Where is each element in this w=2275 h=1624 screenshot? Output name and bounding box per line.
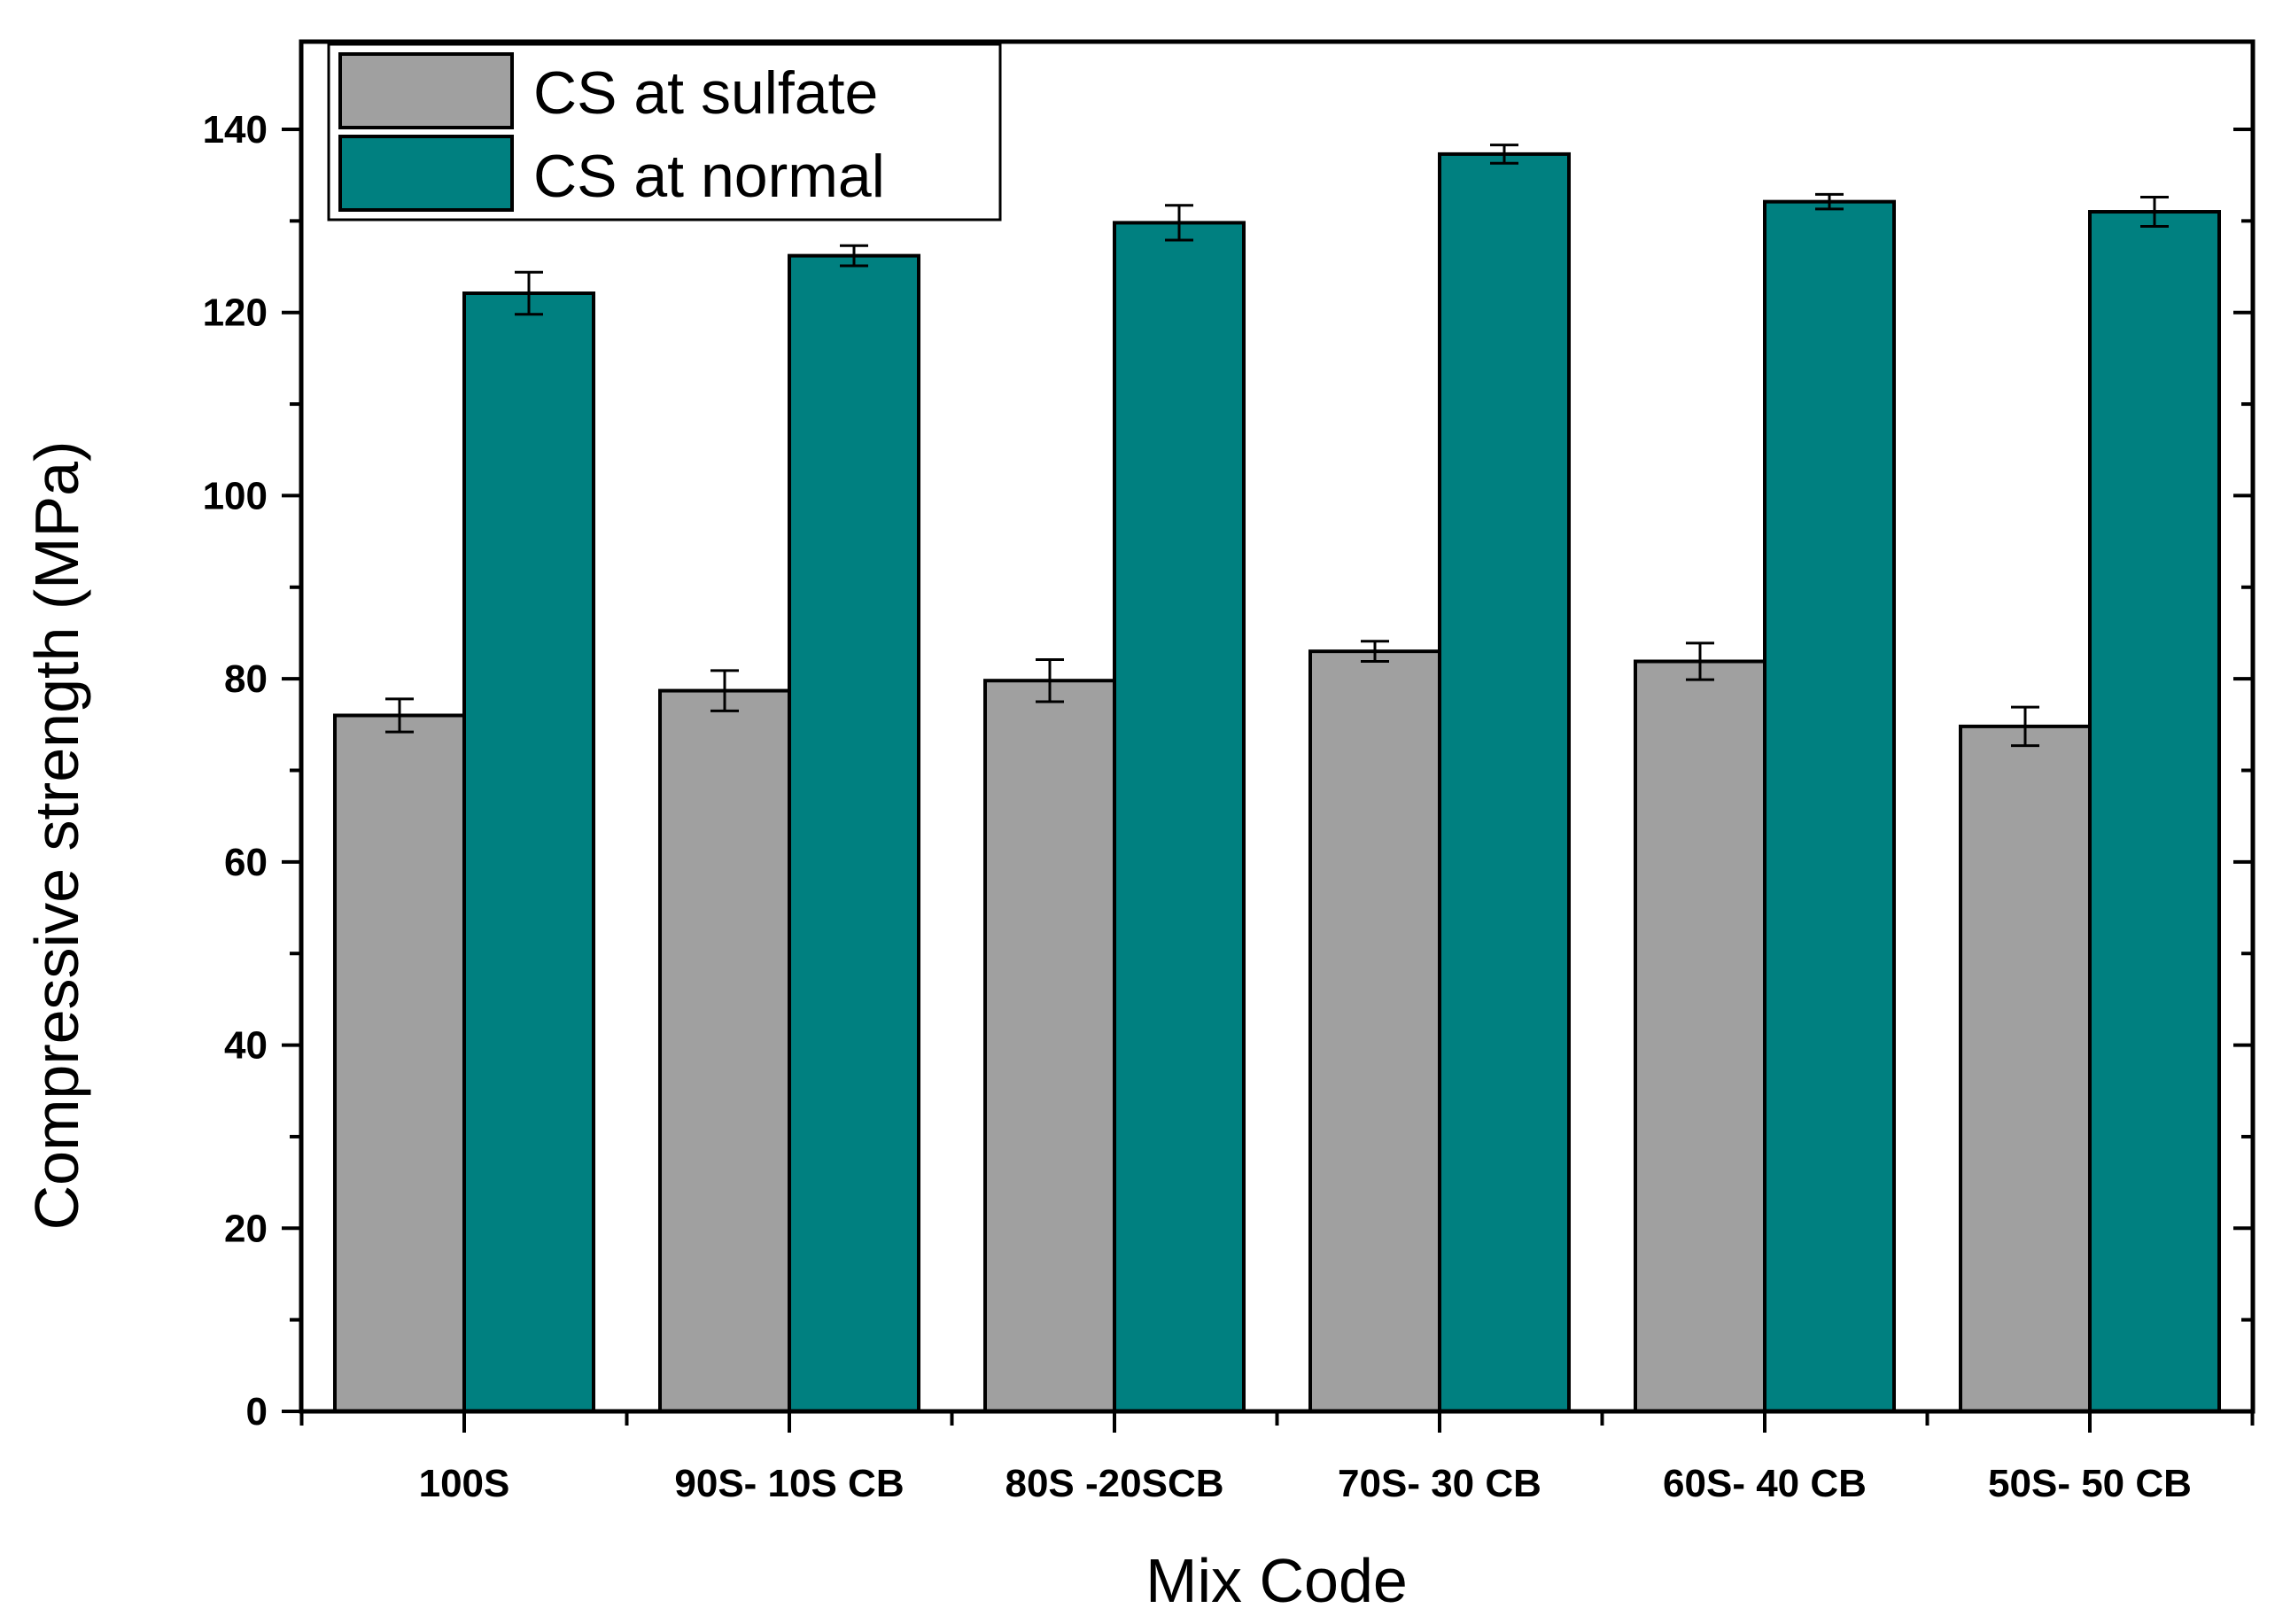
error-bars-layer: [385, 144, 2169, 748]
error-bar: [2140, 195, 2169, 229]
y-tick-label: 100: [203, 474, 268, 517]
y-tick-label: 120: [203, 291, 268, 335]
bar-normal: [1113, 221, 1246, 1413]
bar-normal: [1438, 152, 1571, 1414]
x-axis-title: Mix Code: [1145, 1546, 1408, 1615]
y-tick-label: 40: [224, 1024, 268, 1068]
bar-normal: [788, 253, 920, 1414]
x-tick-label: 50S- 50 CB: [1988, 1462, 2192, 1505]
error-bar: [2011, 705, 2039, 748]
bar-normal: [2088, 210, 2221, 1413]
y-tick-label: 80: [224, 657, 268, 701]
error-bar: [1036, 657, 1064, 703]
y-axis-title: Compressive strength (MPa): [22, 441, 91, 1231]
y-axis-ticks: 0 20 40 60 80 100 120 140: [203, 108, 2253, 1434]
legend-swatch-normal: [338, 135, 514, 212]
y-tick-label: 140: [203, 108, 268, 152]
bar-normal: [462, 291, 595, 1413]
bars-layer: [333, 152, 2221, 1414]
legend-label-normal: CS at normal: [533, 143, 885, 210]
bar-sulfate: [333, 713, 466, 1413]
y-tick-label: 0: [246, 1390, 268, 1434]
error-bar: [385, 697, 414, 734]
plot-frame: [299, 39, 2256, 1414]
x-tick-label: 90S- 10S CB: [674, 1462, 904, 1505]
bar-sulfate: [1308, 649, 1441, 1413]
error-bar: [1815, 192, 1844, 211]
x-tick-label: 100S: [419, 1462, 510, 1505]
legend: CS at sulfate CS at normal: [327, 43, 1002, 221]
error-bar: [710, 669, 739, 712]
bar-normal: [1763, 199, 1896, 1414]
bar-sulfate: [983, 679, 1116, 1413]
x-tick-label: 70S- 30 CB: [1338, 1462, 1541, 1505]
x-axis-ticks: 100S 90S- 10S CB 80S -20SCB 70S- 30 CB 60S- …: [299, 1411, 2255, 1505]
legend-swatch-sulfate: [338, 52, 514, 129]
bar-sulfate: [658, 688, 791, 1413]
error-bar: [1165, 204, 1193, 242]
y-tick-label: 20: [224, 1207, 268, 1250]
legend-label-sulfate: CS at sulfate: [533, 59, 878, 127]
bar-sulfate: [1634, 659, 1766, 1413]
error-bar: [1490, 144, 1518, 165]
error-bar: [1361, 640, 1389, 664]
bar-sulfate: [1959, 724, 2092, 1413]
x-tick-label: 80S -20SCB: [1005, 1462, 1223, 1505]
error-bar: [1686, 641, 1714, 681]
y-tick-label: 60: [224, 841, 268, 884]
x-tick-label: 60S- 40 CB: [1663, 1462, 1867, 1505]
error-bar: [840, 244, 868, 268]
error-bar: [515, 270, 543, 316]
